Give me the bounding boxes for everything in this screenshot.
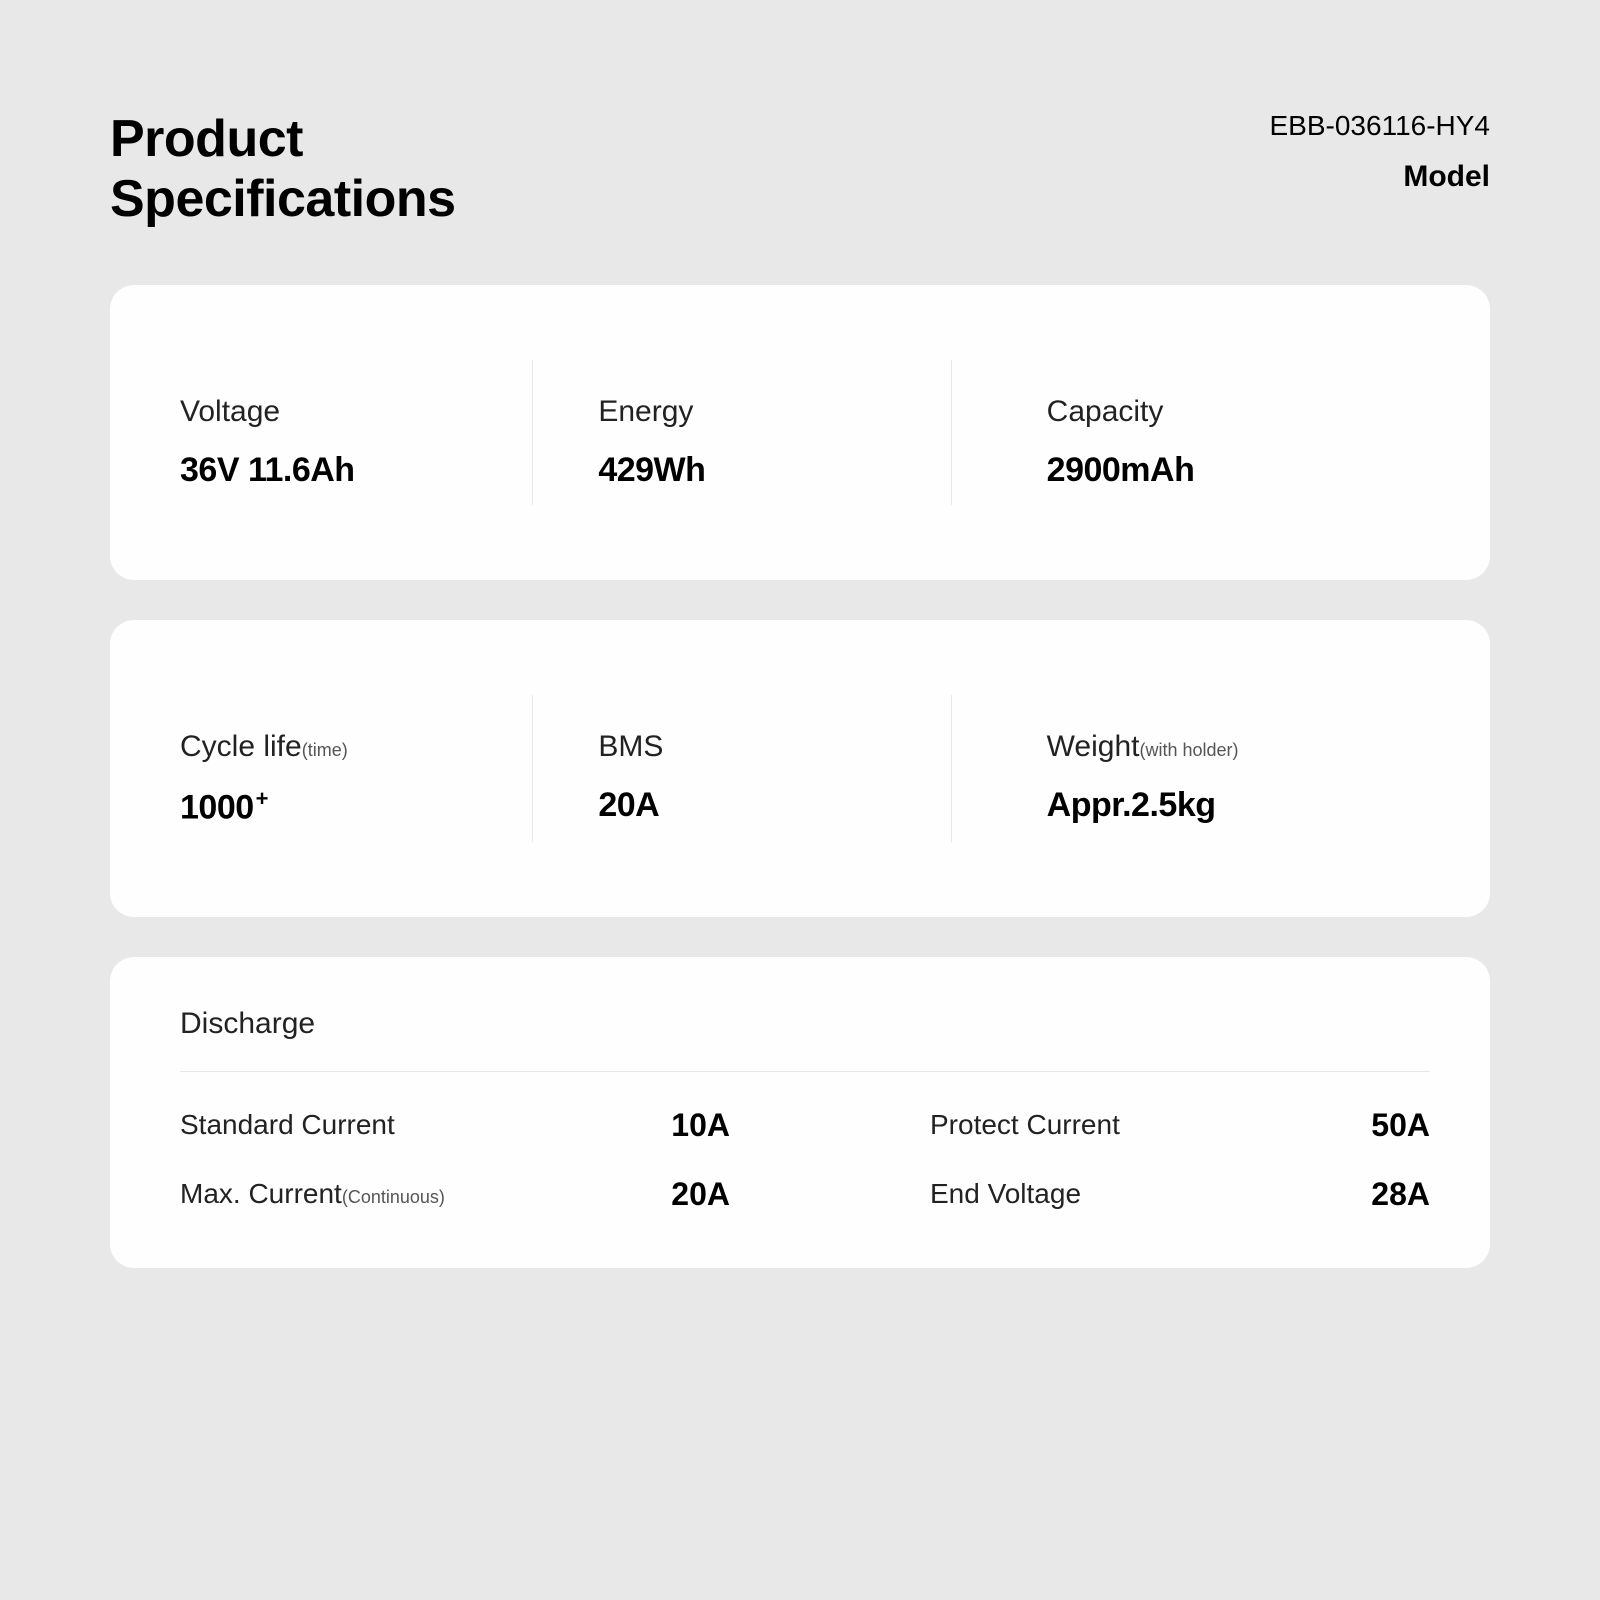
discharge-value-end-voltage: 28A	[1371, 1176, 1430, 1213]
discharge-value-max-current: 20A	[671, 1176, 840, 1213]
spec-label: BMS	[598, 730, 981, 764]
discharge-label-standard-current: Standard Current	[180, 1109, 631, 1141]
spec-value: 429Wh	[598, 451, 981, 490]
spec-value: 2900mAh	[1047, 451, 1430, 490]
spec-value: 20A	[598, 786, 981, 825]
spec-voltage: Voltage 36V 11.6Ah	[180, 345, 563, 520]
spec-energy: Energy 429Wh	[563, 345, 981, 520]
discharge-value-standard-current: 10A	[671, 1107, 840, 1144]
discharge-label-max-current: Max. Current(Continuous)	[180, 1178, 631, 1210]
discharge-label-protect-current: Protect Current	[880, 1109, 1331, 1141]
spec-capacity: Capacity 2900mAh	[982, 345, 1430, 520]
page-title: Product Specifications	[110, 110, 456, 230]
title-line-1: Product	[110, 110, 303, 168]
spec-value: 36V 11.6Ah	[180, 451, 563, 490]
discharge-title: Discharge	[180, 1007, 1430, 1072]
spec-row: Cycle life(time) 1000+ BMS 20A Weight(wi…	[110, 620, 1490, 917]
spec-label: Energy	[598, 395, 981, 429]
discharge-card: Discharge Standard Current 10A Protect C…	[110, 957, 1490, 1268]
spec-card-1: Voltage 36V 11.6Ah Energy 429Wh Capacity…	[110, 285, 1490, 580]
title-line-2: Specifications	[110, 170, 456, 228]
spec-label: Weight(with holder)	[1047, 730, 1430, 764]
spec-card-2: Cycle life(time) 1000+ BMS 20A Weight(wi…	[110, 620, 1490, 917]
spec-label: Voltage	[180, 395, 563, 429]
spec-cycle-life: Cycle life(time) 1000+	[180, 680, 563, 857]
model-block: EBB-036116-HY4 Model	[1270, 110, 1491, 194]
spec-bms: BMS 20A	[563, 680, 981, 857]
model-label: Model	[1270, 160, 1491, 194]
discharge-label-end-voltage: End Voltage	[880, 1178, 1331, 1210]
spec-value: Appr.2.5kg	[1047, 786, 1430, 825]
header: Product Specifications EBB-036116-HY4 Mo…	[110, 110, 1490, 230]
discharge-grid: Standard Current 10A Protect Current 50A…	[180, 1107, 1430, 1213]
discharge-value-protect-current: 50A	[1371, 1107, 1430, 1144]
spec-value: 1000+	[180, 786, 563, 827]
spec-weight: Weight(with holder) Appr.2.5kg	[982, 680, 1430, 857]
model-number: EBB-036116-HY4	[1270, 110, 1491, 142]
spec-row: Voltage 36V 11.6Ah Energy 429Wh Capacity…	[110, 285, 1490, 580]
spec-label: Capacity	[1047, 395, 1430, 429]
spec-label: Cycle life(time)	[180, 730, 563, 764]
